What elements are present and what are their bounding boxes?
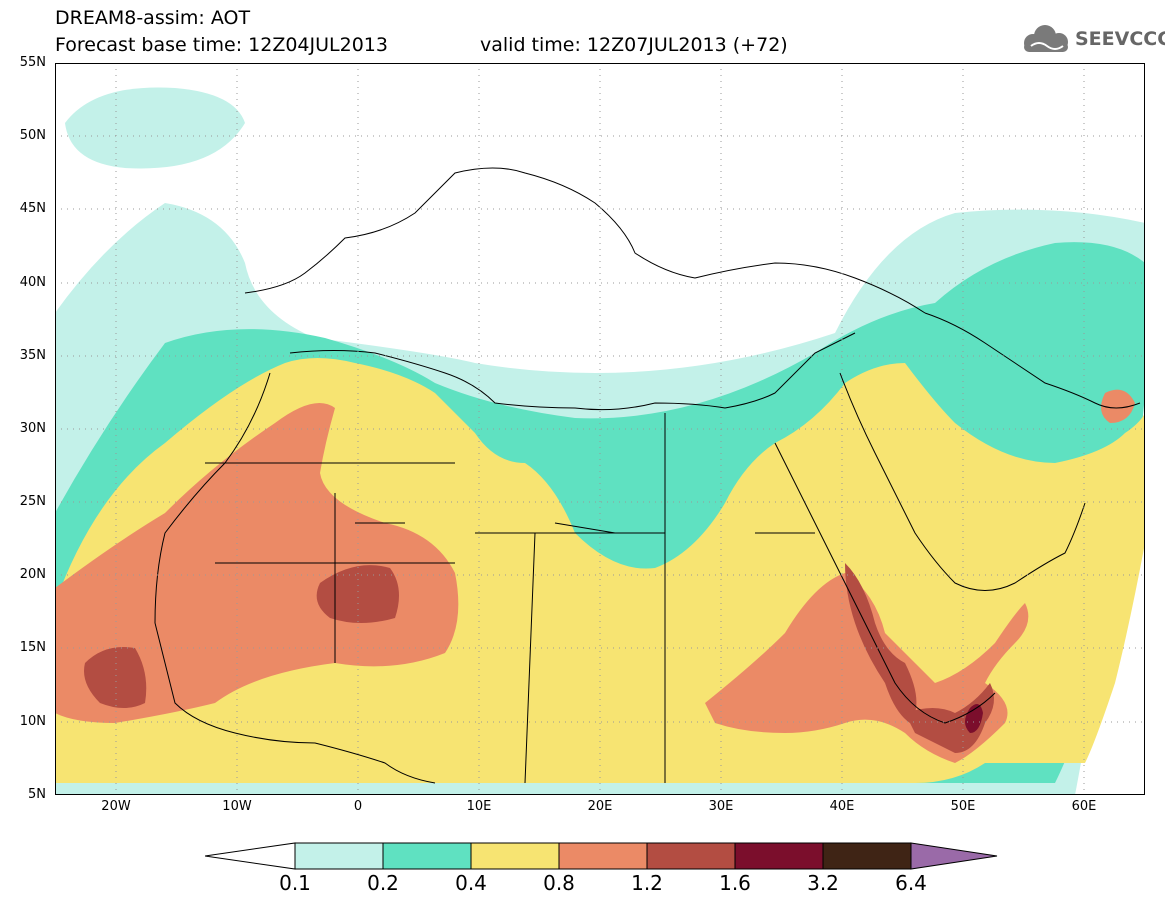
lat-label: 20N: [19, 567, 46, 582]
lon-label: 60E: [1071, 799, 1097, 814]
lat-label: 40N: [19, 275, 46, 290]
colorbar-swatch: [470, 842, 560, 870]
lon-label: 10W: [222, 799, 252, 814]
cloud-logo-icon: [1024, 25, 1068, 52]
colorbar-label: 6.4: [895, 871, 927, 895]
colorbar-high-arrow: [910, 842, 998, 870]
lat-label: 15N: [19, 640, 46, 655]
lat-label: 50N: [19, 128, 46, 143]
colorbar-label: 0.8: [543, 871, 575, 895]
lat-label: 10N: [19, 714, 46, 729]
lon-label: 30E: [708, 799, 734, 814]
lat-label: 5N: [28, 787, 46, 802]
colorbar-label: 0.1: [279, 871, 311, 895]
lon-label: 40E: [829, 799, 855, 814]
lon-label: 20E: [587, 799, 613, 814]
lat-label: 30N: [19, 421, 46, 436]
lon-label: 20W: [101, 799, 131, 814]
map-title: DREAM8-assim: AOT: [55, 7, 251, 29]
lat-label: 45N: [19, 201, 46, 216]
colorbar-label: 0.2: [367, 871, 399, 895]
lat-label: 35N: [19, 348, 46, 363]
colorbar-label: 3.2: [807, 871, 839, 895]
colorbar-label: 1.2: [631, 871, 663, 895]
colorbar-label: 0.4: [455, 871, 487, 895]
colorbar-label: 1.6: [719, 871, 751, 895]
coastlines: [154, 167, 1141, 784]
lat-label: 55N: [19, 55, 46, 70]
map-frame: [55, 63, 1145, 795]
colorbar-swatch: [558, 842, 648, 870]
colorbar: [205, 842, 998, 870]
colorbar-low-arrow: [205, 842, 296, 870]
lon-label: 10E: [466, 799, 492, 814]
grid-lines: [55, 63, 1145, 795]
forecast-base-time: Forecast base time: 12Z04JUL2013: [55, 34, 388, 56]
colorbar-swatch: [646, 842, 736, 870]
colorbar-swatch: [822, 842, 912, 870]
valid-time: valid time: 12Z07JUL2013 (+72): [480, 34, 788, 56]
lon-label: 0: [353, 799, 363, 814]
aot-map: [55, 63, 1145, 795]
colorbar-swatch: [734, 842, 824, 870]
logo-text: SEEVCCC: [1075, 28, 1165, 50]
colorbar-swatch: [294, 842, 384, 870]
lon-label: 50E: [950, 799, 976, 814]
colorbar-swatch: [382, 842, 472, 870]
lat-label: 25N: [19, 494, 46, 509]
